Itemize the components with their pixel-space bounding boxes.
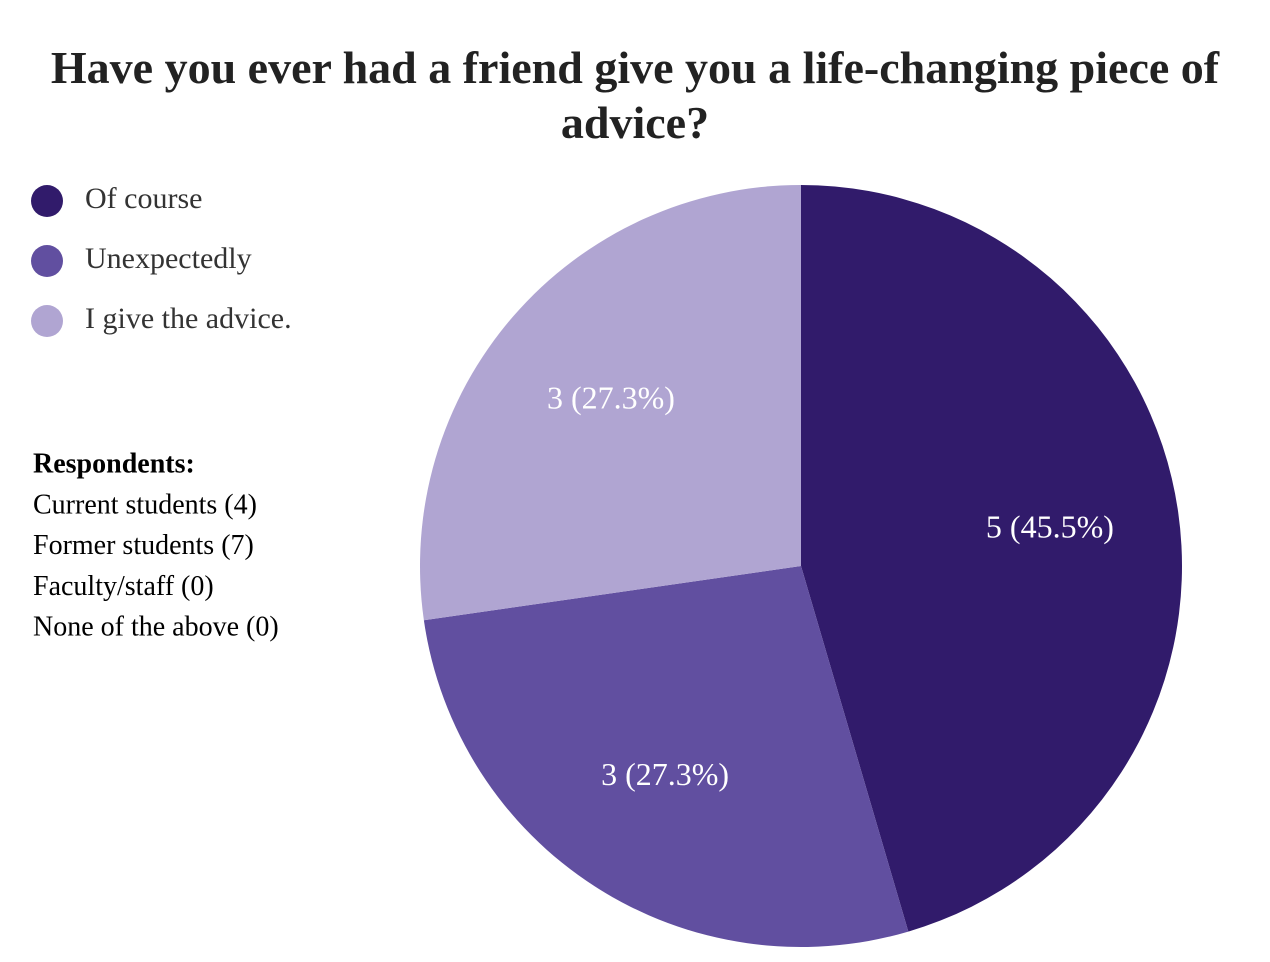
- respondents-line: Former students (7): [33, 530, 254, 561]
- value-label: 3 (27.3%): [601, 756, 729, 792]
- respondents-line: Current students (4): [33, 489, 257, 520]
- pie-slice: [420, 185, 801, 621]
- legend-label: I give the advice.: [85, 302, 292, 335]
- value-label: 5 (45.5%): [986, 509, 1114, 545]
- legend-marker: [31, 245, 63, 277]
- value-label: 3 (27.3%): [547, 380, 675, 416]
- respondents-line: None of the above (0): [33, 612, 279, 643]
- chart-title: Have you ever had a friend give you a li…: [50, 42, 1220, 148]
- pie-slice: [423, 566, 909, 948]
- respondents-line: Faculty/staff (0): [33, 571, 214, 602]
- legend-marker: [31, 185, 63, 217]
- pie-slice: [801, 185, 1183, 932]
- legend-label: Of course: [85, 182, 202, 215]
- respondents-heading: Respondents:: [33, 448, 195, 479]
- legend-label: Unexpectedly: [85, 242, 252, 275]
- legend-marker: [31, 305, 63, 337]
